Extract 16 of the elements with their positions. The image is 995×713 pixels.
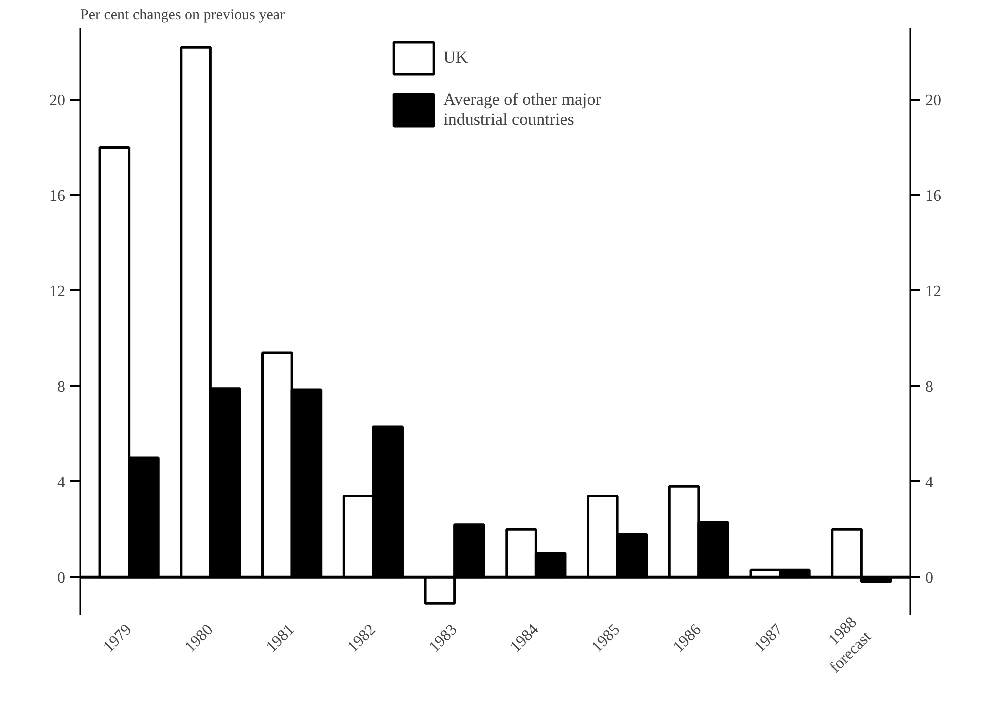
legend-label: UK [444, 48, 468, 68]
y-tick-label: 20 [50, 92, 66, 110]
y-tick-label: 12 [50, 283, 66, 300]
y-tick-label: 4 [58, 474, 66, 492]
y2-tick-label: 12 [926, 283, 942, 300]
y-tick-label: 16 [50, 188, 66, 206]
x-tick-label: 1981 [263, 621, 298, 656]
y2-tick-label: 16 [926, 188, 942, 206]
y2-tick-label: 0 [926, 570, 934, 587]
y-tick-label: 8 [58, 378, 66, 396]
y2-tick-label: 4 [926, 474, 934, 492]
y-tick-label: 0 [58, 570, 66, 587]
legend-label: Average of other major industrial countries [444, 90, 602, 130]
y2-tick-label: 20 [926, 92, 942, 110]
y2-tick-label: 8 [926, 378, 934, 396]
chart-title: Per cent changes on previous year [80, 8, 286, 24]
